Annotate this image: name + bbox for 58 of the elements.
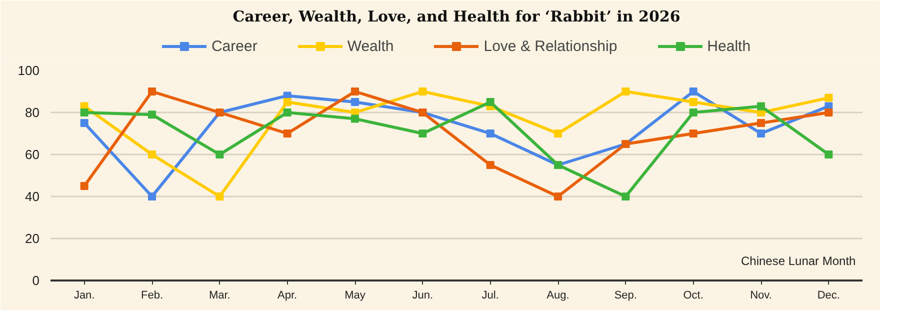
point: [622, 88, 630, 96]
point: [418, 130, 427, 138]
point: [216, 150, 224, 158]
legend-label: Health: [707, 38, 751, 54]
y-tick-label: 80: [25, 105, 40, 120]
point: [80, 119, 88, 127]
point: [486, 161, 494, 169]
x-tick-label: Jun.: [412, 290, 434, 302]
point: [216, 192, 224, 200]
point: [486, 130, 494, 138]
point: [689, 130, 698, 138]
point: [757, 119, 765, 127]
point: [80, 108, 88, 116]
point: [148, 88, 156, 96]
point: [757, 102, 765, 110]
x-tick-label: Aug.: [546, 290, 570, 302]
point: [351, 114, 359, 123]
point: [824, 94, 833, 102]
point: [757, 130, 765, 138]
x-tick-label: Sep.: [614, 290, 637, 302]
point: [486, 98, 494, 106]
x-tick-label: Nov.: [750, 290, 772, 302]
point: [689, 98, 698, 106]
y-tick-label: 20: [25, 231, 40, 246]
x-tick-label: Dec.: [817, 290, 840, 302]
x-tick-label: Mar.: [208, 290, 230, 302]
x-tick-label: Jul.: [482, 290, 499, 302]
x-axis-title: Chinese Lunar Month: [740, 254, 856, 268]
point: [80, 182, 88, 190]
point: [554, 192, 562, 200]
x-tick-label: Apr.: [278, 290, 298, 302]
legend-label: Career: [211, 38, 258, 54]
point: [622, 192, 630, 200]
x-tick-label: May: [344, 290, 366, 302]
chart-title: Career, Wealth, Love, and Health for ‘Rabbit’ in 2026: [232, 8, 680, 26]
legend-label: Wealth: [347, 38, 394, 54]
y-tick-label: 40: [25, 189, 40, 204]
point: [148, 110, 156, 119]
point: [824, 108, 833, 116]
x-tick-label: Oct.: [683, 290, 704, 302]
point: [824, 150, 833, 158]
x-tick-label: Feb.: [140, 290, 164, 302]
point: [148, 150, 156, 158]
point: [351, 98, 359, 106]
legend-label: Love & Relationship: [484, 38, 618, 54]
point: [283, 98, 292, 106]
point: [283, 130, 292, 138]
point: [148, 192, 156, 200]
point: [283, 108, 292, 116]
x-tick-label: Jan.: [74, 290, 95, 302]
point: [554, 130, 562, 138]
point: [689, 88, 698, 96]
point: [689, 108, 698, 116]
y-tick-label: 0: [32, 273, 40, 288]
y-tick-label: 100: [18, 63, 40, 78]
point: [351, 88, 359, 96]
point: [418, 88, 427, 96]
y-tick-label: 60: [25, 147, 40, 162]
